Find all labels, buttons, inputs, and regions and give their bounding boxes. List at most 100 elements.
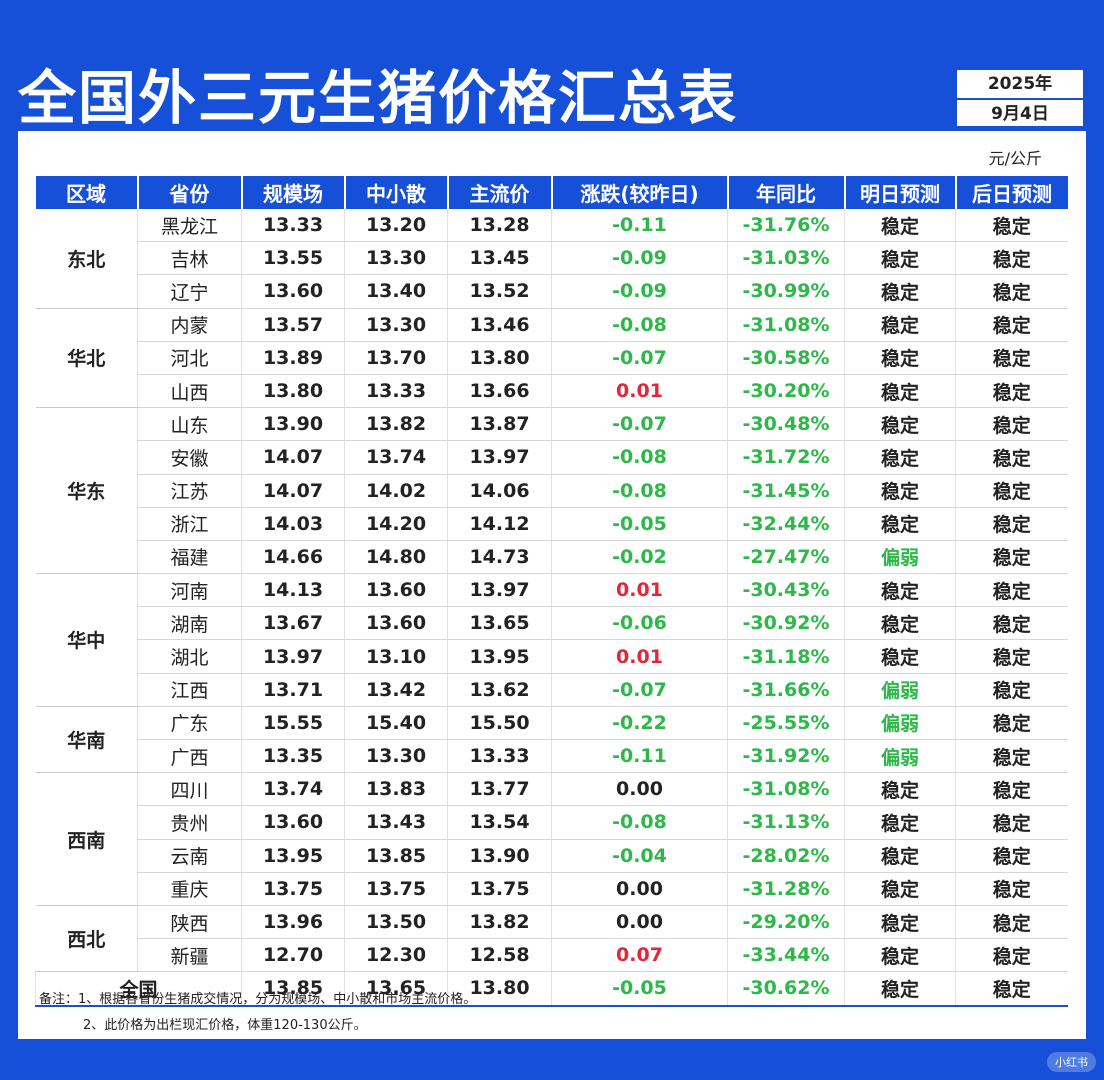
yoy-value: -31.45%: [727, 474, 845, 508]
change-value: 0.00: [551, 905, 728, 940]
day-after-forecast: 稳定: [955, 573, 1068, 608]
province-cell: 吉林: [137, 241, 242, 276]
large-farm-price: 13.97: [241, 639, 345, 674]
change-value: -0.04: [551, 839, 728, 873]
yoy-value: -31.03%: [727, 241, 845, 276]
tomorrow-forecast: 稳定: [844, 209, 956, 243]
main-price: 13.95: [447, 639, 552, 674]
header-yoy: 年同比: [726, 176, 845, 209]
header-change: 涨跌(较昨日): [550, 176, 728, 209]
region-cell: 西南: [35, 772, 138, 906]
yoy-value: -28.02%: [727, 839, 845, 873]
large-farm-price: 14.66: [241, 540, 345, 575]
large-farm-price: 14.07: [241, 474, 345, 508]
note-2: 2、此价格为出栏现汇价格，体重120-130公斤。: [83, 1018, 367, 1033]
small-farm-price: 13.40: [344, 274, 448, 309]
change-value: -0.08: [551, 474, 728, 508]
day-after-forecast: 稳定: [955, 308, 1068, 342]
national-small-farm-price: 13.65: [344, 971, 448, 1007]
tomorrow-forecast: 稳定: [844, 639, 956, 674]
large-farm-price: 13.75: [241, 872, 345, 906]
table-row: 东北 黑龙江 13.33 13.20 13.28 -0.11 -31.76% 稳定 稳定: [35, 209, 1068, 309]
small-farm-price: 13.30: [344, 308, 448, 342]
large-farm-price: 13.71: [241, 673, 345, 707]
change-value: 0.00: [551, 872, 728, 906]
yoy-value: -31.76%: [727, 209, 845, 243]
province-cell: 安徽: [137, 440, 242, 475]
large-farm-price: 13.74: [241, 772, 345, 807]
tomorrow-forecast: 稳定: [844, 407, 956, 442]
main-price: 15.50: [447, 706, 552, 741]
small-farm-price: 13.20: [344, 209, 448, 243]
province-cell: 江西: [137, 673, 242, 707]
province-cell: 辽宁: [137, 274, 242, 309]
yoy-value: -31.13%: [727, 805, 845, 840]
header-region: 区域: [35, 176, 138, 209]
change-value: -0.08: [551, 805, 728, 840]
header-day-after: 后日预测: [954, 176, 1068, 209]
province-cell: 湖北: [137, 639, 242, 674]
main-price: 13.28: [447, 209, 552, 243]
change-value: -0.11: [551, 739, 728, 774]
tomorrow-forecast: 偏弱: [844, 673, 956, 707]
small-farm-price: 13.43: [344, 805, 448, 840]
large-farm-price: 13.95: [241, 839, 345, 873]
region-cell: 华东: [35, 407, 138, 575]
province-cell: 内蒙: [137, 308, 242, 342]
day-after-forecast: 稳定: [955, 341, 1068, 375]
small-farm-price: 13.30: [344, 739, 448, 774]
table-row: 江西 13.71 13.42 13.62 -0.07 -31.66% 偏弱 稳定: [36, 673, 1068, 707]
table-row: 湖南 13.67 13.60 13.65 -0.06 -30.92% 稳定 稳定: [36, 606, 1068, 641]
yoy-value: -30.43%: [727, 573, 845, 608]
yoy-value: -25.55%: [727, 706, 845, 741]
main-price: 13.75: [447, 872, 552, 906]
day-after-forecast: 稳定: [955, 407, 1068, 442]
large-farm-price: 15.55: [241, 706, 345, 741]
region-cell: 东北: [35, 209, 138, 309]
yoy-value: -33.44%: [727, 938, 845, 973]
yoy-value: -31.28%: [727, 872, 845, 906]
date-year: 2025年: [987, 74, 1053, 94]
main-price: 13.97: [447, 440, 552, 475]
change-value: -0.08: [551, 308, 728, 342]
large-farm-price: 13.33: [241, 209, 345, 243]
day-after-forecast: 稳定: [955, 241, 1068, 276]
province-cell: 湖南: [137, 606, 242, 641]
yoy-value: -27.47%: [727, 540, 845, 575]
province-cell: 贵州: [137, 805, 242, 840]
date-day: 9月4日: [991, 104, 1049, 124]
large-farm-price: 13.55: [241, 241, 345, 276]
large-farm-price: 13.60: [241, 805, 345, 840]
tomorrow-forecast: 稳定: [844, 507, 956, 541]
small-farm-price: 13.10: [344, 639, 448, 674]
large-farm-price: 13.67: [241, 606, 345, 641]
tomorrow-forecast: 稳定: [844, 374, 956, 409]
main-price: 13.52: [447, 274, 552, 309]
tomorrow-forecast: 稳定: [844, 606, 956, 641]
table-row: 山西 13.80 13.33 13.66 0.01 -30.20% 稳定 稳定: [36, 374, 1068, 409]
day-after-forecast: 稳定: [955, 639, 1068, 674]
table-body: 东北 黑龙江 13.33 13.20 13.28 -0.11 -31.76% 稳定 稳定 吉林 13…: [35, 209, 1068, 1007]
main-price: 13.54: [447, 805, 552, 840]
table-row: 江苏 14.07 14.02 14.06 -0.08 -31.45% 稳定 稳定: [36, 474, 1068, 508]
small-farm-price: 13.42: [344, 673, 448, 707]
small-farm-price: 14.80: [344, 540, 448, 575]
large-farm-price: 14.13: [241, 573, 345, 608]
header-province: 省份: [136, 176, 242, 209]
small-farm-price: 12.30: [344, 938, 448, 973]
day-after-forecast: 稳定: [955, 507, 1068, 541]
change-value: -0.09: [551, 274, 728, 309]
national-yoy-value: -30.62%: [727, 971, 845, 1007]
main-price: 14.06: [447, 474, 552, 508]
large-farm-price: 14.03: [241, 507, 345, 541]
change-value: -0.02: [551, 540, 728, 575]
tomorrow-forecast: 稳定: [844, 905, 956, 940]
province-cell: 重庆: [137, 872, 242, 906]
small-farm-price: 15.40: [344, 706, 448, 741]
small-farm-price: 13.74: [344, 440, 448, 475]
table-row: 福建 14.66 14.80 14.73 -0.02 -27.47% 偏弱 稳定: [36, 540, 1068, 575]
change-value: -0.07: [551, 407, 728, 442]
yoy-value: -30.58%: [727, 341, 845, 375]
large-farm-price: 13.90: [241, 407, 345, 442]
table-row: 浙江 14.03 14.20 14.12 -0.05 -32.44% 稳定 稳定: [36, 507, 1068, 541]
